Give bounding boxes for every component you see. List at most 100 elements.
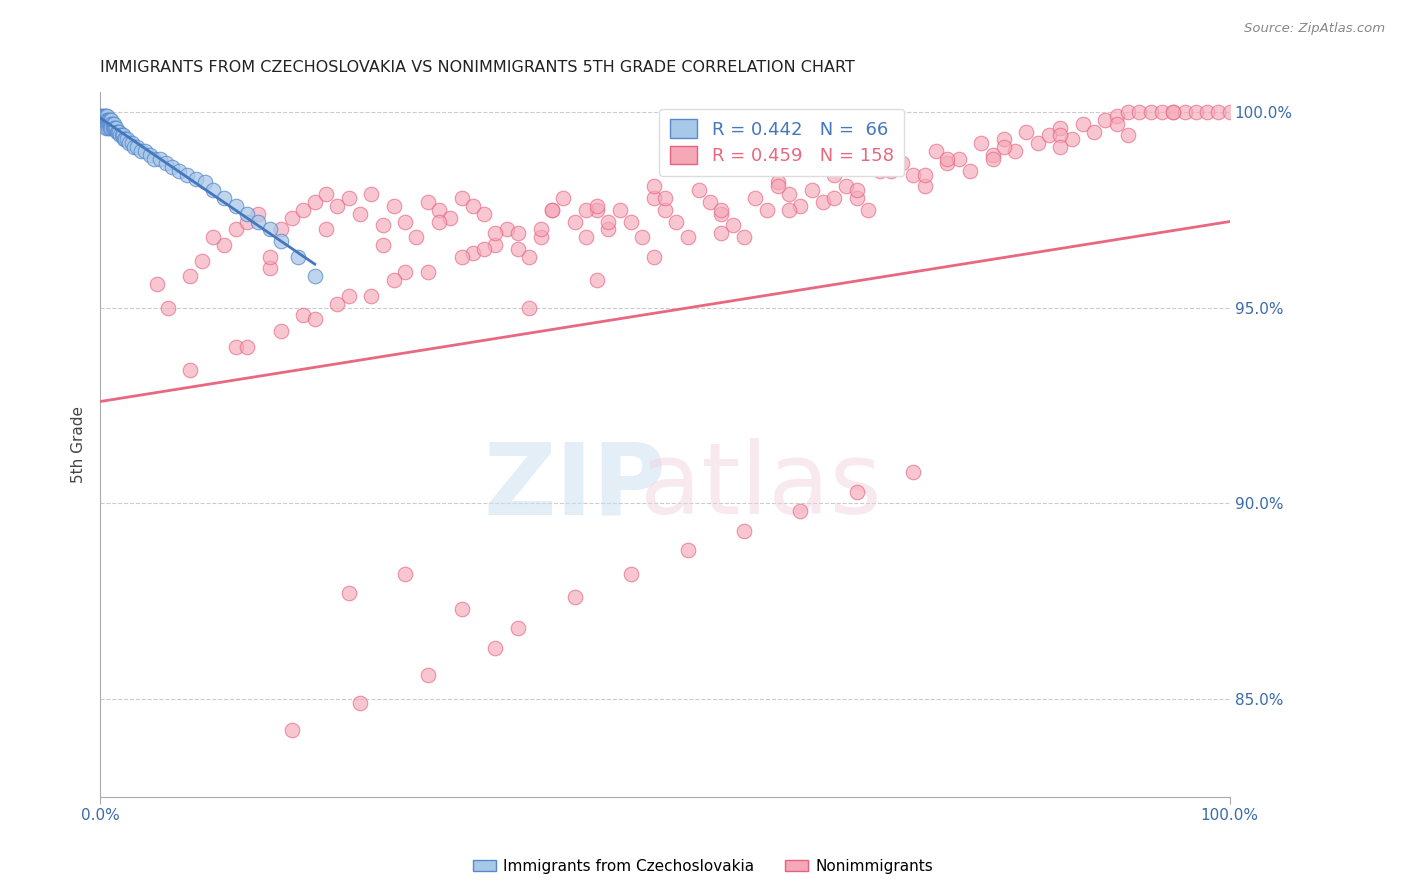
Point <box>349 696 371 710</box>
Point <box>643 250 665 264</box>
Point <box>461 245 484 260</box>
Point <box>98 112 121 127</box>
Point <box>925 144 948 158</box>
Point <box>167 163 190 178</box>
Point <box>112 132 135 146</box>
Point <box>93 117 115 131</box>
Text: ZIP: ZIP <box>484 438 666 535</box>
Point <box>91 112 114 127</box>
Point <box>620 214 643 228</box>
Point <box>450 191 472 205</box>
Point <box>1026 136 1049 151</box>
Point <box>484 227 506 241</box>
Point <box>304 312 326 326</box>
Point <box>1004 144 1026 158</box>
Point <box>970 136 993 151</box>
Point <box>281 723 304 738</box>
Point <box>1105 109 1128 123</box>
Point <box>914 179 936 194</box>
Point <box>360 289 382 303</box>
Point <box>129 144 152 158</box>
Point <box>93 117 115 131</box>
Point <box>981 148 1004 162</box>
Point <box>586 202 609 217</box>
Point <box>495 222 517 236</box>
Point <box>214 238 236 252</box>
Point <box>162 160 184 174</box>
Point <box>94 117 117 131</box>
Point <box>145 277 167 292</box>
Point <box>575 230 598 244</box>
Point <box>484 640 506 655</box>
Point <box>225 222 247 236</box>
Point <box>108 124 131 138</box>
Point <box>564 214 586 228</box>
Point <box>100 112 122 127</box>
Point <box>214 191 236 205</box>
Point <box>91 109 114 123</box>
Point <box>1049 120 1071 135</box>
Point <box>97 117 120 131</box>
Point <box>101 120 124 135</box>
Point <box>179 269 201 284</box>
Point <box>676 230 699 244</box>
Point <box>519 301 541 315</box>
Point <box>315 222 337 236</box>
Point <box>733 524 755 538</box>
Point <box>914 168 936 182</box>
Point <box>710 202 733 217</box>
Point <box>620 566 643 581</box>
Point <box>259 250 281 264</box>
Point <box>96 112 118 127</box>
Point <box>869 163 891 178</box>
Point <box>1197 105 1219 120</box>
Point <box>1116 128 1139 143</box>
Point <box>337 191 360 205</box>
Point <box>304 269 326 284</box>
Point <box>191 253 214 268</box>
Point <box>179 363 201 377</box>
Point <box>710 227 733 241</box>
Point <box>733 230 755 244</box>
Point <box>118 136 141 151</box>
Point <box>948 152 970 166</box>
Point <box>304 194 326 209</box>
Point <box>811 194 834 209</box>
Point <box>96 109 118 123</box>
Text: Source: ZipAtlas.com: Source: ZipAtlas.com <box>1244 22 1385 36</box>
Point <box>903 168 925 182</box>
Point <box>94 109 117 123</box>
Point <box>139 148 162 162</box>
Point <box>247 207 270 221</box>
Point <box>315 187 337 202</box>
Point <box>236 207 259 221</box>
Point <box>1060 132 1083 146</box>
Point <box>98 117 121 131</box>
Point <box>427 202 450 217</box>
Point <box>472 207 495 221</box>
Point <box>134 144 156 158</box>
Point <box>903 465 925 479</box>
Point <box>530 230 553 244</box>
Point <box>1071 117 1094 131</box>
Point <box>236 340 259 354</box>
Point <box>699 194 721 209</box>
Point <box>394 214 416 228</box>
Point <box>665 214 688 228</box>
Point <box>156 301 179 315</box>
Point <box>104 120 127 135</box>
Point <box>103 117 125 131</box>
Legend: R = 0.442   N =  66, R = 0.459   N = 158: R = 0.442 N = 66, R = 0.459 N = 158 <box>659 109 904 176</box>
Point <box>93 112 115 127</box>
Point <box>1128 105 1150 120</box>
Point <box>1161 105 1184 120</box>
Point <box>416 194 439 209</box>
Point <box>326 199 349 213</box>
Point <box>337 586 360 600</box>
Point <box>541 202 564 217</box>
Point <box>98 112 121 127</box>
Point <box>564 590 586 604</box>
Point <box>101 117 124 131</box>
Point <box>143 152 166 166</box>
Point <box>845 191 868 205</box>
